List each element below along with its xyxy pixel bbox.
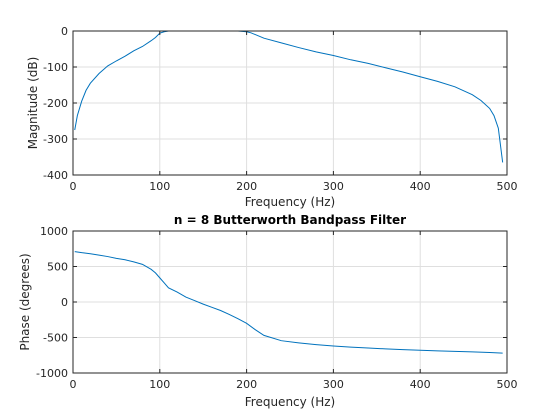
magnitude-xtick-label: 300 bbox=[323, 180, 344, 193]
magnitude-axes: Magnitude (dB) Frequency (Hz) 0 100 200 300… bbox=[26, 25, 518, 209]
phase-ytick-label: 500 bbox=[47, 261, 68, 274]
phase-ylabel: Phase (degrees) bbox=[18, 253, 32, 350]
phase-ytick-label: 1000 bbox=[40, 225, 68, 238]
phase-xtick-label: 100 bbox=[149, 378, 170, 391]
magnitude-xtick-label: 0 bbox=[70, 180, 77, 193]
magnitude-xtick-label: 400 bbox=[410, 180, 431, 193]
phase-ytick-label: -500 bbox=[43, 332, 68, 345]
magnitude-ytick-label: -300 bbox=[43, 133, 68, 146]
phase-xtick-label: 500 bbox=[497, 378, 518, 391]
phase-xlabel: Frequency (Hz) bbox=[245, 395, 336, 409]
phase-ytick-label: -1000 bbox=[36, 367, 68, 380]
magnitude-xtick-label: 200 bbox=[236, 180, 257, 193]
magnitude-ytick-label: -200 bbox=[43, 97, 68, 110]
phase-series-line bbox=[74, 251, 503, 354]
phase-title: n = 8 Butterworth Bandpass Filter bbox=[174, 213, 406, 227]
magnitude-ylabel: Magnitude (dB) bbox=[26, 57, 40, 150]
magnitude-xtick-label: 500 bbox=[497, 180, 518, 193]
phase-xtick-label: 200 bbox=[236, 378, 257, 391]
phase-xtick-label: 300 bbox=[323, 378, 344, 391]
phase-xtick-label: 400 bbox=[410, 378, 431, 391]
phase-axes: n = 8 Butterworth Bandpass Filter Phase … bbox=[18, 213, 518, 409]
phase-ytick-label: 0 bbox=[61, 296, 68, 309]
magnitude-ytick-label: -400 bbox=[43, 169, 68, 182]
magnitude-xtick-label: 100 bbox=[149, 180, 170, 193]
magnitude-xlabel: Frequency (Hz) bbox=[245, 195, 336, 209]
phase-xtick-label: 0 bbox=[70, 378, 77, 391]
magnitude-ytick-label: -100 bbox=[43, 61, 68, 74]
magnitude-ytick-label: 0 bbox=[61, 25, 68, 38]
